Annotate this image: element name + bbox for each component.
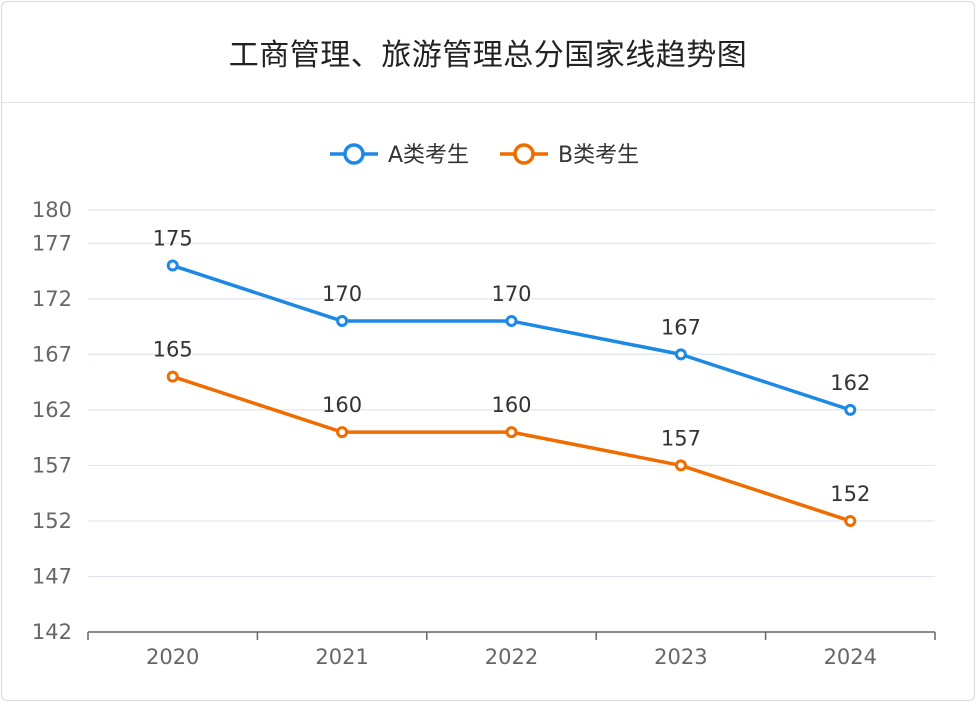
data-point[interactable] xyxy=(674,459,687,472)
data-label: 167 xyxy=(661,315,701,339)
legend-marker xyxy=(343,143,365,165)
legend-item-label[interactable]: B类考生 xyxy=(558,143,639,168)
data-label: 175 xyxy=(153,227,193,251)
x-tick-label: 2022 xyxy=(485,645,538,669)
y-tick-label: 152 xyxy=(32,509,72,533)
y-tick-label: 162 xyxy=(32,398,72,422)
x-tick-label: 2021 xyxy=(315,645,368,669)
y-tick-label: 172 xyxy=(32,287,72,311)
legend-marker xyxy=(513,143,535,165)
data-point[interactable] xyxy=(844,514,857,527)
data-label: 162 xyxy=(830,371,870,395)
y-tick-label: 142 xyxy=(32,620,72,644)
data-label: 157 xyxy=(661,426,701,450)
y-tick-label: 167 xyxy=(32,342,72,366)
x-tick-label: 2020 xyxy=(146,645,199,669)
y-tick-label: 157 xyxy=(32,453,72,477)
y-tick-label: 147 xyxy=(32,564,72,588)
y-tick-label: 177 xyxy=(32,231,72,255)
legend-item-label[interactable]: A类考生 xyxy=(388,143,469,168)
x-tick-label: 2023 xyxy=(654,645,707,669)
data-label: 160 xyxy=(491,393,531,417)
chart-header: 工商管理、旅游管理总分国家线趋势图 xyxy=(2,2,974,103)
data-label: 152 xyxy=(830,482,870,506)
data-label: 160 xyxy=(322,393,362,417)
data-point[interactable] xyxy=(844,403,857,416)
data-point[interactable] xyxy=(336,426,349,439)
data-point[interactable] xyxy=(505,426,518,439)
y-tick-label: 180 xyxy=(32,198,72,222)
x-tick-label: 2024 xyxy=(824,645,877,669)
data-point[interactable] xyxy=(166,370,179,383)
data-point[interactable] xyxy=(505,315,518,328)
data-label: 165 xyxy=(153,338,193,362)
data-point[interactable] xyxy=(674,348,687,361)
data-point[interactable] xyxy=(336,315,349,328)
chart-title: 工商管理、旅游管理总分国家线趋势图 xyxy=(228,38,748,73)
data-label: 170 xyxy=(491,282,531,306)
data-point[interactable] xyxy=(166,259,179,272)
data-label: 170 xyxy=(322,282,362,306)
